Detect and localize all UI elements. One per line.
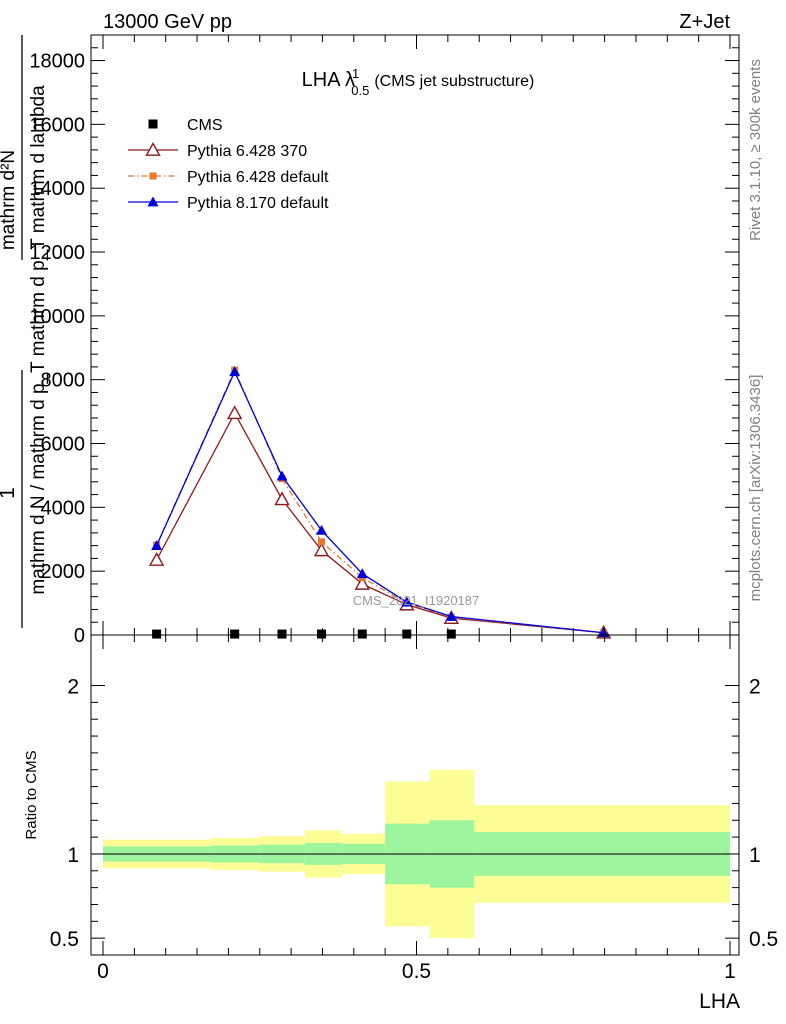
analysis-watermark: CMS_2021_I1920187 xyxy=(353,593,480,608)
ylabel-numerator-one: 1 xyxy=(0,487,19,499)
main-ytick-label: 16000 xyxy=(29,114,85,136)
legend-marker xyxy=(149,172,157,180)
main-ytick-label: 0 xyxy=(74,625,85,647)
data-point xyxy=(277,629,287,639)
data-point xyxy=(276,470,288,481)
main-yaxis: 0 2000 4000 6000 8000 10000 12000 14000 16000 180… xyxy=(29,34,739,647)
data-point xyxy=(317,629,327,639)
data-point xyxy=(357,629,367,639)
main-ytick-label: 4000 xyxy=(41,497,86,519)
data-point xyxy=(313,542,330,557)
data-point xyxy=(446,629,456,639)
series-0 xyxy=(152,629,456,639)
data-point xyxy=(356,568,368,579)
legend-marker xyxy=(145,142,161,156)
ylabel-numerator: mathrm d²N xyxy=(0,150,19,250)
legend-label: Pythia 6.428 default xyxy=(187,169,329,186)
rivet-label: Rivet 3.1.10, ≥ 300k events xyxy=(747,59,764,241)
series-line xyxy=(156,368,604,634)
ratio-xtick-label: 1 xyxy=(724,960,736,983)
data-point xyxy=(229,366,241,377)
main-ytick-label: 2000 xyxy=(41,561,86,583)
series-line xyxy=(156,411,604,634)
data-point xyxy=(445,610,457,621)
legend-label: Pythia 6.428 370 xyxy=(187,143,307,160)
ratio-ylabel: Ratio to CMS xyxy=(23,750,40,839)
data-point xyxy=(318,538,326,546)
ratio-ytick-label-right: 1 xyxy=(749,844,761,867)
ylabel-denominator: mathrm d N / mathrm d p_T mathrm d p_T m… xyxy=(28,85,49,595)
ratio-xtick-label: 0 xyxy=(97,960,109,983)
ratio-panel: 0.5 0.51 12 2 0 0.5 1 Ratio to CMS LHA xyxy=(23,634,778,1013)
ratio-ytick-label: 1 xyxy=(67,844,79,867)
legend-marker xyxy=(147,196,159,207)
title-suffix: (CMS jet substructure) xyxy=(374,73,534,90)
legend-marker xyxy=(148,119,158,129)
series-3 xyxy=(151,366,610,638)
ratio-yaxis: 0.5 0.5 1 1 2 2 xyxy=(50,676,778,952)
mcplots-label: mcplots.cern.ch [arXiv:1306.3436] xyxy=(747,375,764,602)
series-line xyxy=(156,370,604,634)
main-ytick-label: 6000 xyxy=(41,434,86,456)
main-ylabel: 1 mathrm d N / mathrm d p_T mathrm d p_T… xyxy=(0,35,49,628)
ratio-xaxis: 0 0.5 1 xyxy=(97,635,736,983)
ratio-xtick-label: 0.5 xyxy=(402,960,431,983)
data-point xyxy=(230,629,240,639)
data-point xyxy=(316,524,328,535)
energy-label: 13000 GeV pp xyxy=(103,11,232,33)
main-ytick-label: 10000 xyxy=(29,306,85,328)
legend-label: Pythia 8.170 default xyxy=(187,195,329,212)
main-ytick-label: 18000 xyxy=(29,51,85,73)
main-ytick-label: 14000 xyxy=(29,178,85,200)
title-sub: 0.5 xyxy=(351,83,369,98)
ratio-ytick-label-right: 2 xyxy=(749,676,761,699)
data-point xyxy=(226,405,243,420)
main-panel: 0 2000 4000 6000 8000 10000 12000 14000 16000 180… xyxy=(0,34,740,647)
data-point xyxy=(152,629,162,639)
data-point xyxy=(354,575,370,590)
legend: CMS Pythia 6.428 370 Pythia 6.428 default P… xyxy=(128,117,329,212)
legend-label: CMS xyxy=(187,117,223,134)
data-point xyxy=(151,540,163,551)
xaxis-label: LHA xyxy=(699,990,740,1013)
process-label: Z+Jet xyxy=(679,11,730,33)
main-series-layer xyxy=(148,366,612,639)
ratio-frame xyxy=(90,634,740,956)
ratio-ytick-label: 0.5 xyxy=(50,928,79,951)
ratio-ytick-label-right: 0.5 xyxy=(749,928,778,951)
main-ytick-label: 8000 xyxy=(41,370,86,392)
main-ytick-label: 12000 xyxy=(29,242,85,264)
title-main: LHA λ xyxy=(302,69,355,91)
plot-title: LHA λ1 0.5 (CMS jet substructure) xyxy=(302,66,535,98)
main-xaxis xyxy=(102,35,731,635)
title-sup: 1 xyxy=(352,66,359,81)
data-point xyxy=(401,596,413,607)
data-point xyxy=(402,629,412,639)
ratio-ytick-label: 2 xyxy=(67,676,79,699)
data-point xyxy=(148,552,165,566)
data-point xyxy=(274,491,290,506)
